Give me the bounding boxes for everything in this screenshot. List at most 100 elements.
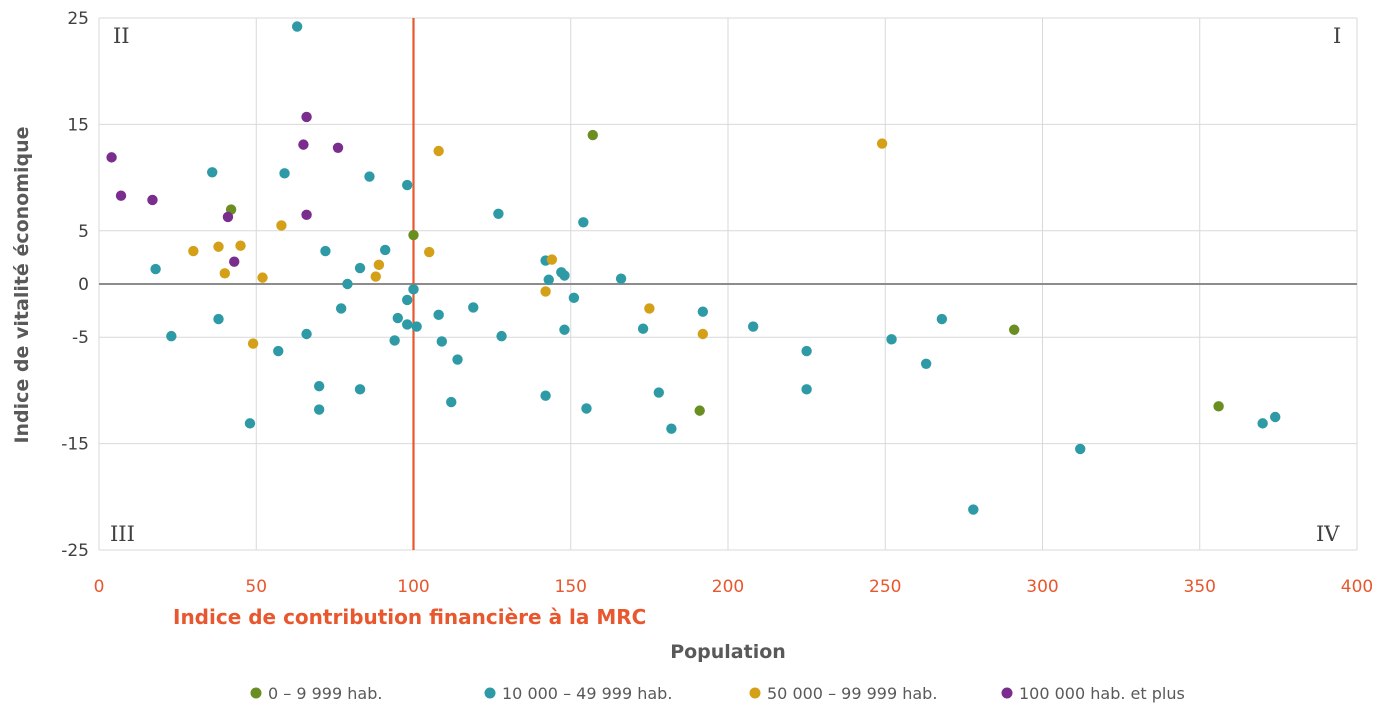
y-tick-label: -25 xyxy=(61,541,89,561)
x-tick-label: 200 xyxy=(712,577,744,597)
data-point-s2-0 xyxy=(433,145,444,157)
data-point-s2-6 xyxy=(424,246,435,258)
data-point-s1-52 xyxy=(1257,418,1268,429)
data-point-s1-51 xyxy=(666,423,677,434)
legend-label-0: 0 – 9 999 hab. xyxy=(268,684,382,703)
data-point-s1-27 xyxy=(402,319,413,330)
x-tick-label: 250 xyxy=(869,577,901,597)
data-point-s1-15 xyxy=(615,273,627,284)
y-tick-label: 25 xyxy=(67,9,89,29)
data-point-s1-13 xyxy=(559,270,570,281)
data-point-s1-17 xyxy=(408,284,419,295)
data-point-s3-3 xyxy=(301,111,312,123)
data-point-s1-46 xyxy=(801,384,812,395)
data-point-s1-2 xyxy=(279,168,290,179)
x-tick-label: 0 xyxy=(94,577,105,597)
quadrant-label-iii: III xyxy=(110,522,135,546)
data-point-s1-31 xyxy=(747,321,759,332)
data-point-s1-32 xyxy=(166,330,177,342)
data-point-s3-5 xyxy=(332,142,344,154)
legend-marker-3 xyxy=(1001,687,1013,699)
data-point-s2-3 xyxy=(213,241,224,252)
data-point-s2-4 xyxy=(235,240,246,251)
reference-line-label: Indice de contribution financière à la M… xyxy=(173,605,646,629)
data-point-s1-14 xyxy=(543,274,554,285)
data-point-s1-49 xyxy=(581,403,592,414)
data-point-s1-50 xyxy=(244,418,256,429)
y-axis-label: Indice de vitalité économique xyxy=(11,126,33,443)
data-point-s2-12 xyxy=(540,286,551,297)
data-point-s2-15 xyxy=(247,338,259,349)
legend: 0 – 9 999 hab. 10 000 – 49 999 hab. 50 000… xyxy=(250,684,1185,703)
data-point-s1-21 xyxy=(335,303,347,314)
x-tick-label: 350 xyxy=(1184,577,1216,597)
legend-marker-2 xyxy=(749,687,761,699)
data-point-s1-39 xyxy=(801,345,812,357)
data-point-s1-25 xyxy=(697,306,709,317)
data-point-s2-8 xyxy=(219,268,230,279)
y-tick-label: 15 xyxy=(67,115,89,135)
data-point-s0-3 xyxy=(694,405,705,416)
data-point-s1-38 xyxy=(273,345,284,357)
legend-label-2: 50 000 – 99 999 hab. xyxy=(767,684,937,703)
data-point-s1-4 xyxy=(402,179,413,191)
data-point-s1-33 xyxy=(301,328,312,340)
data-point-s1-0 xyxy=(291,21,303,32)
data-point-s1-48 xyxy=(313,404,325,415)
y-axis-ticks: 25 15 5 0 -5 -15 -25 xyxy=(61,9,89,561)
legend-marker-0 xyxy=(250,687,262,699)
data-point-s0-4 xyxy=(1008,324,1020,335)
data-point-s1-28 xyxy=(411,321,422,332)
data-point-s1-16 xyxy=(342,278,353,290)
data-point-s2-14 xyxy=(697,328,709,340)
quadrant-label-i: I xyxy=(1333,24,1341,48)
data-point-s1-43 xyxy=(354,384,366,395)
data-point-s0-5 xyxy=(1213,401,1224,412)
data-point-s0-2 xyxy=(587,129,598,141)
data-point-s1-20 xyxy=(468,302,479,313)
data-point-s1-37 xyxy=(886,334,897,345)
data-point-s1-53 xyxy=(1270,411,1281,423)
data-point-s1-34 xyxy=(389,335,400,346)
data-point-s1-45 xyxy=(653,387,665,398)
x-tick-label: 150 xyxy=(555,577,587,597)
data-point-s2-9 xyxy=(257,272,268,283)
quadrant-label-ii: II xyxy=(113,24,130,48)
x-tick-label: 50 xyxy=(245,577,267,597)
data-point-s1-18 xyxy=(568,292,580,304)
data-point-s1-19 xyxy=(402,294,413,306)
data-point-s1-54 xyxy=(1075,443,1086,455)
data-point-s3-2 xyxy=(147,194,158,206)
data-point-s1-41 xyxy=(920,358,932,369)
data-point-s1-24 xyxy=(433,309,444,321)
legend-label-1: 10 000 – 49 999 hab. xyxy=(502,684,672,703)
data-point-s3-0 xyxy=(106,152,117,163)
data-point-s1-44 xyxy=(540,390,551,401)
y-tick-label: -15 xyxy=(61,435,89,455)
data-point-s1-1 xyxy=(207,167,218,178)
y-tick-label: 5 xyxy=(78,222,89,242)
y-tick-label: -5 xyxy=(72,328,89,348)
x-tick-label: 300 xyxy=(1026,577,1058,597)
data-point-s2-1 xyxy=(876,138,888,149)
data-point-s1-7 xyxy=(320,245,331,257)
data-point-s1-6 xyxy=(578,217,589,228)
data-point-s1-29 xyxy=(559,324,570,335)
data-point-s1-30 xyxy=(637,323,649,334)
data-point-s1-23 xyxy=(392,312,403,324)
data-point-s1-3 xyxy=(364,171,375,182)
data-point-s3-8 xyxy=(229,256,240,267)
x-tick-label: 400 xyxy=(1341,577,1373,597)
data-point-s1-47 xyxy=(446,396,457,408)
data-point-s3-7 xyxy=(222,211,234,223)
legend-marker-1 xyxy=(484,687,496,699)
x-tick-label: 100 xyxy=(397,577,429,597)
data-point-s1-55 xyxy=(968,504,979,515)
data-point-s1-8 xyxy=(379,244,391,256)
x-axis-ticks: 0 50 100 150 200 250 300 350 400 xyxy=(94,577,1374,597)
data-point-s2-5 xyxy=(188,245,199,257)
quadrant-label-iv: IV xyxy=(1316,522,1340,546)
data-point-s0-1 xyxy=(408,229,419,241)
data-point-s1-42 xyxy=(313,380,325,392)
